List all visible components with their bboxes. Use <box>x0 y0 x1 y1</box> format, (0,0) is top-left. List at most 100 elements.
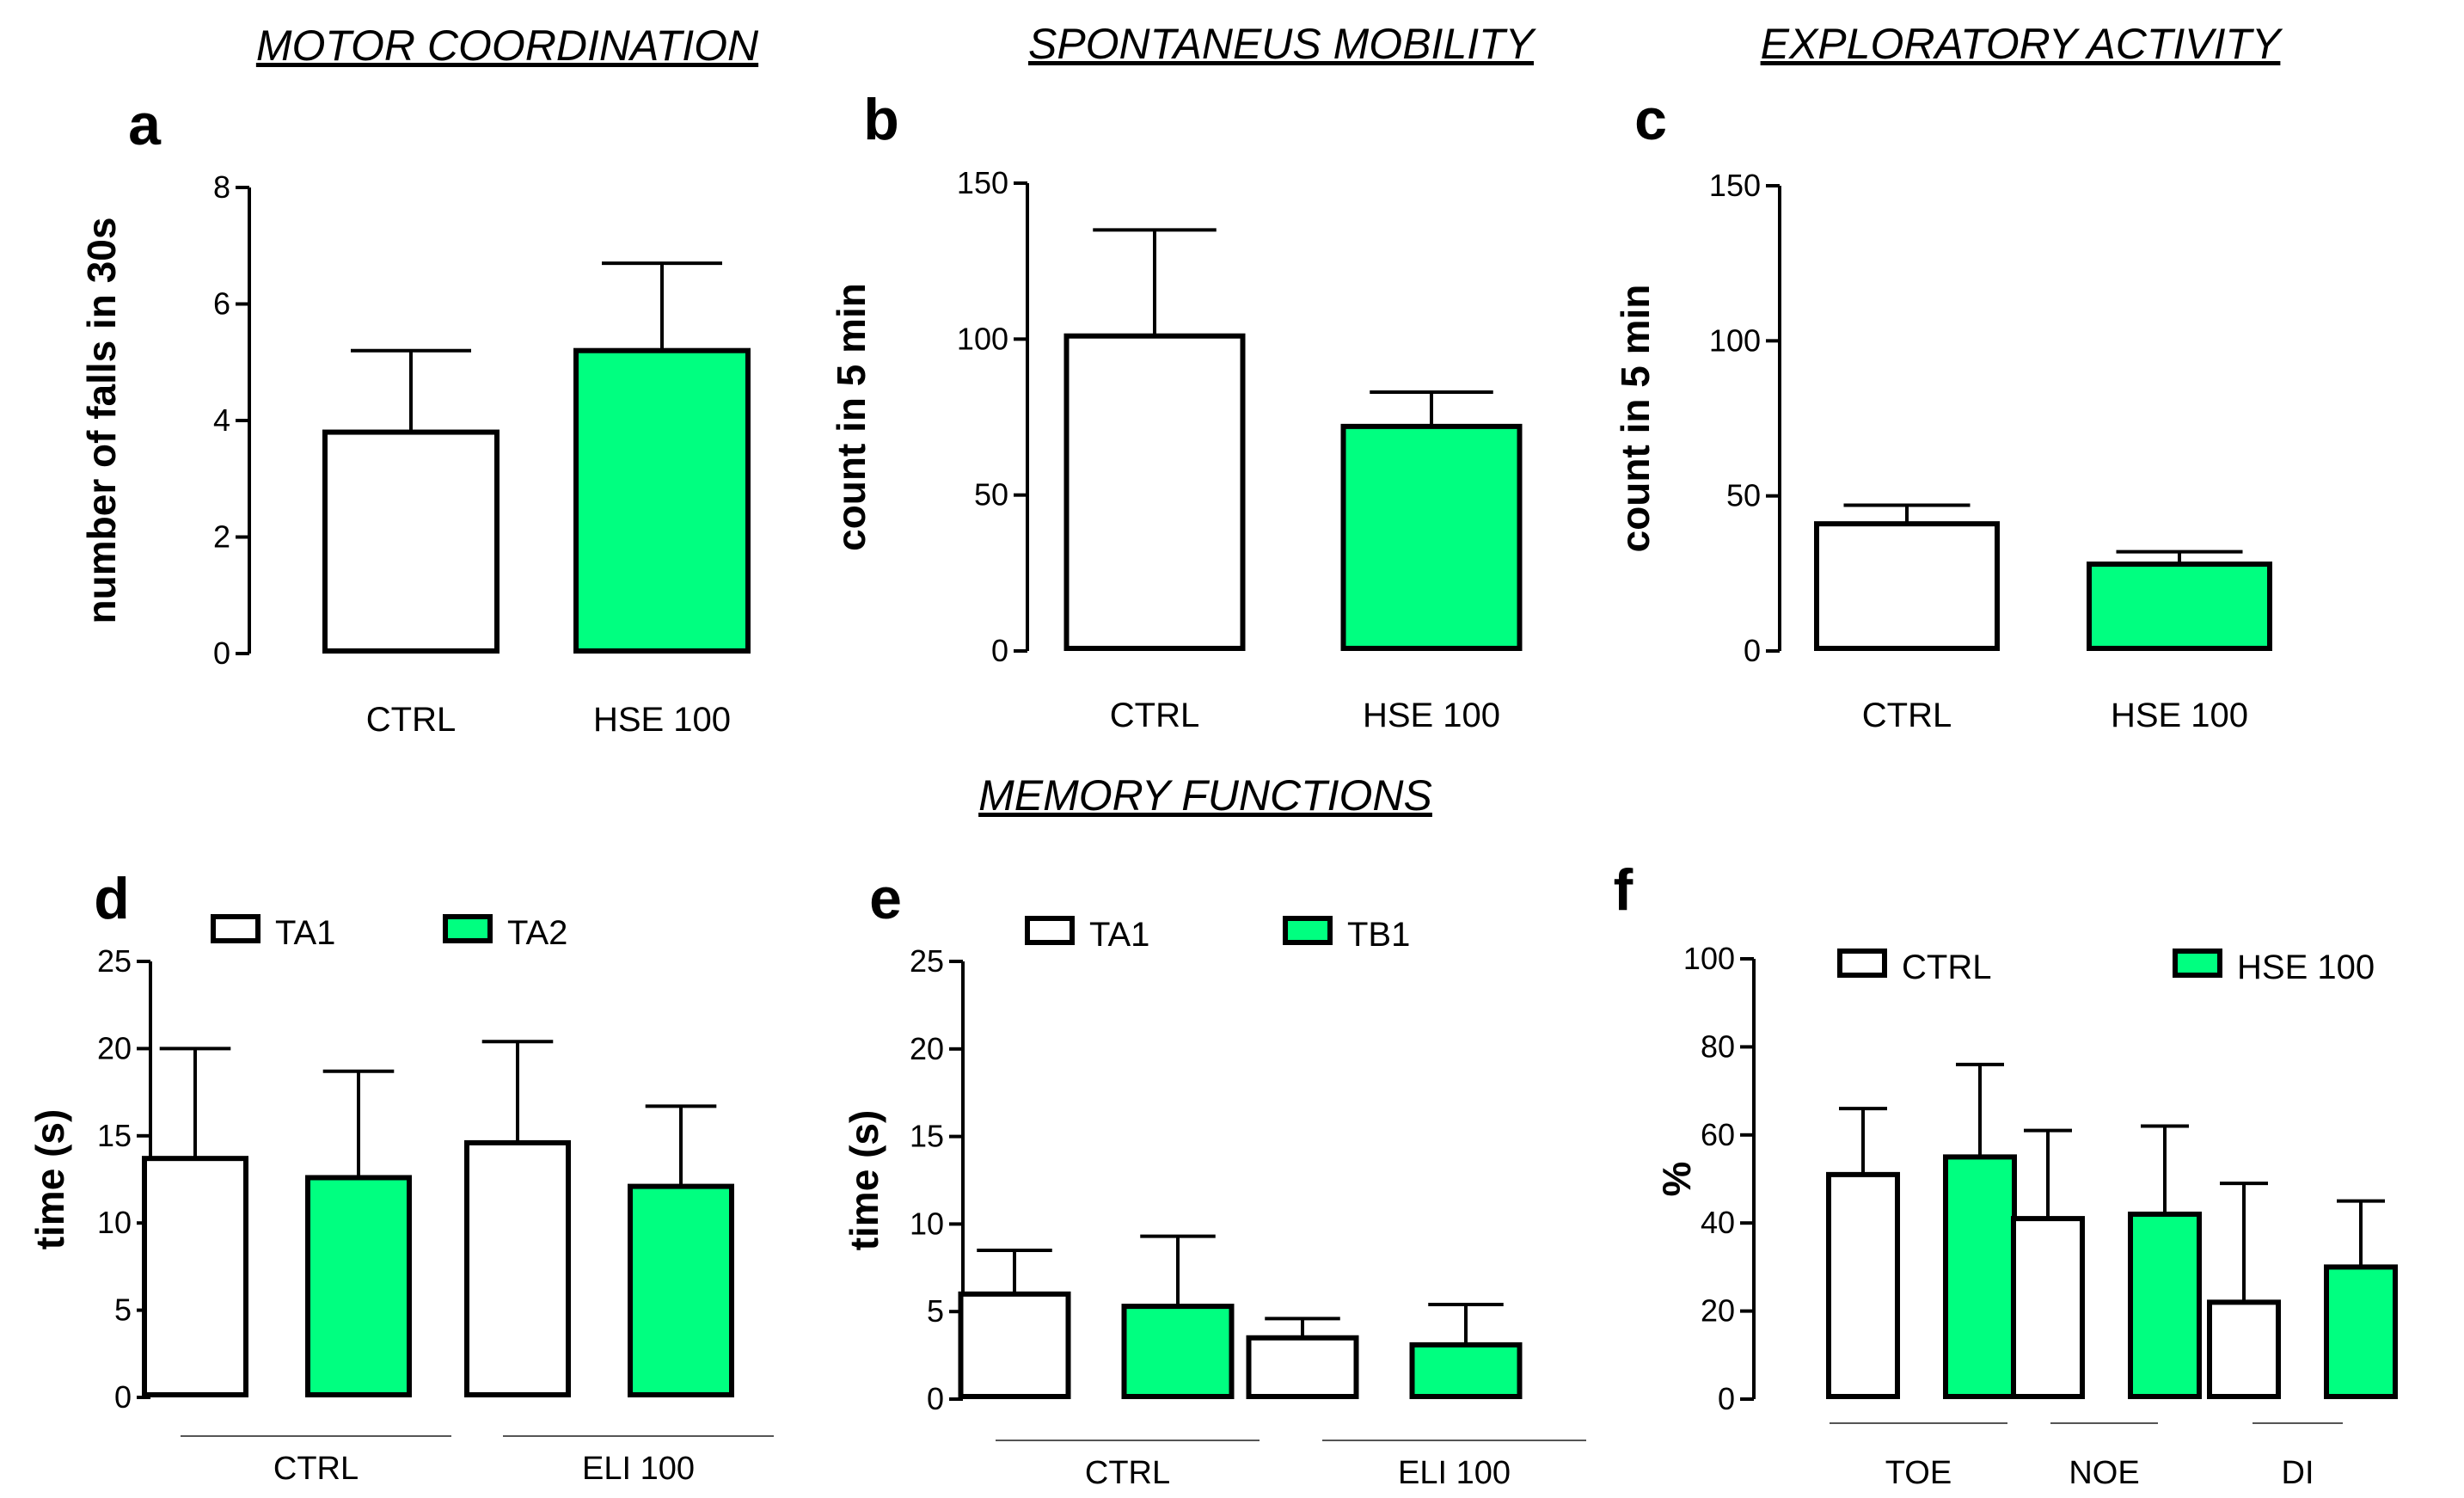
y-axis-label: count in 5 min <box>1613 285 1658 553</box>
bar <box>322 429 500 654</box>
section-title-motor: MOTOR COORDINATION <box>256 21 759 70</box>
y-tick-label: 10 <box>910 1206 944 1241</box>
y-tick-label: 20 <box>910 1031 944 1066</box>
legend: TA1 TA2 <box>211 914 567 952</box>
y-tick-label: 2 <box>213 519 230 555</box>
x-category-label: CTRL <box>1085 1455 1170 1491</box>
x-category-label: CTRL <box>273 1451 359 1487</box>
bar <box>2207 1299 2281 1399</box>
y-tick-label: 50 <box>1726 478 1761 513</box>
panel-letter: a <box>128 92 162 157</box>
legend-swatch <box>1283 916 1333 945</box>
bar <box>1814 521 2000 651</box>
legend-swatch <box>211 914 260 943</box>
bar <box>2087 562 2272 651</box>
y-tick-label: 8 <box>213 169 230 205</box>
y-tick-label: 100 <box>1709 322 1761 358</box>
x-category-label: CTRL <box>366 701 456 739</box>
bar <box>958 1291 1071 1399</box>
legend-label: CTRL <box>1902 949 1991 986</box>
y-tick-label: 60 <box>1701 1117 1735 1152</box>
y-tick-label: 80 <box>1701 1028 1735 1064</box>
legend-label: TA1 <box>275 914 335 952</box>
section-title-exploratory: EXPLORATORY ACTIVITY <box>1761 20 2283 68</box>
y-tick-label: 20 <box>1701 1293 1735 1329</box>
bar <box>464 1139 571 1397</box>
charts-container: a number of falls in 30s 0 2 4 6 8 CTRL HSE 100 b… <box>28 87 2398 1491</box>
bar <box>1943 1154 2017 1400</box>
panel-letter: c <box>1634 87 1667 152</box>
y-tick-label: 10 <box>97 1205 132 1240</box>
y-tick-label: 0 <box>991 633 1008 668</box>
y-tick-label: 25 <box>97 943 132 979</box>
bar <box>2011 1216 2085 1399</box>
legend-label: HSE 100 <box>2237 949 2375 986</box>
legend-label: TA1 <box>1089 916 1149 954</box>
bar <box>1121 1304 1235 1400</box>
y-axis-label: time (s) <box>28 1109 72 1250</box>
y-axis-label: count in 5 min <box>829 283 873 551</box>
y-axis-label: number of falls in 30s <box>79 218 124 624</box>
bar <box>2324 1264 2398 1400</box>
y-axis-label: time (s) <box>842 1110 886 1251</box>
y-tick-label: 0 <box>1744 633 1761 668</box>
y-tick-label: 15 <box>97 1118 132 1153</box>
y-axis-label: % <box>1654 1162 1699 1197</box>
y-tick-label: 0 <box>927 1381 944 1416</box>
bar <box>2128 1211 2202 1399</box>
x-category-label: TOE <box>1885 1455 1952 1491</box>
legend-swatch <box>1837 949 1887 978</box>
panel-letter: b <box>863 87 899 152</box>
bar <box>305 1175 412 1398</box>
y-tick-label: 150 <box>957 165 1008 200</box>
legend-swatch <box>443 914 493 943</box>
x-category-label: CTRL <box>1862 697 1952 734</box>
chart-d: d time (s) 0 5 10 15 20 25 CTRL ELI 100 TA1 TA2 <box>28 866 774 1487</box>
x-category-label: NOE <box>2069 1455 2139 1491</box>
x-category-label: ELI 100 <box>1398 1455 1511 1491</box>
legend-swatch <box>2173 949 2222 978</box>
bar <box>1063 333 1246 651</box>
y-tick-label: 4 <box>213 402 230 438</box>
y-tick-label: 6 <box>213 286 230 322</box>
y-tick-label: 0 <box>213 635 230 671</box>
y-tick-label: 100 <box>1683 941 1735 976</box>
y-tick-label: 0 <box>114 1379 132 1415</box>
legend: TA1 TB1 <box>1025 916 1410 954</box>
x-category-label: HSE 100 <box>1363 697 1500 734</box>
y-tick-label: 40 <box>1701 1205 1735 1240</box>
legend-swatch <box>1025 916 1075 945</box>
y-tick-label: 0 <box>1718 1381 1735 1416</box>
y-tick-label: 5 <box>114 1292 132 1328</box>
chart-b: b count in 5 min 0 50 100 150 CTRL HSE 100 <box>829 87 1523 734</box>
chart-e: e time (s) 0 5 10 15 20 25 CTRL ELI 100 TA1 TB1 <box>842 866 1586 1491</box>
legend-label: TA2 <box>507 914 567 952</box>
chart-c: c count in 5 min 0 50 100 150 CTRL HSE 100 <box>1613 87 2272 734</box>
chart-a: a number of falls in 30s 0 2 4 6 8 CTRL HSE 100 <box>79 92 751 739</box>
x-category-label: HSE 100 <box>2111 697 2248 734</box>
legend-label: TB1 <box>1347 916 1410 954</box>
y-tick-label: 100 <box>957 321 1008 356</box>
panel-letter: d <box>94 866 130 931</box>
bar <box>1340 423 1523 651</box>
y-tick-label: 5 <box>927 1293 944 1329</box>
bar <box>1246 1335 1359 1399</box>
bar <box>573 347 751 654</box>
bar <box>1409 1341 1523 1400</box>
x-category-label: CTRL <box>1110 697 1199 734</box>
y-tick-label: 20 <box>97 1030 132 1065</box>
bar <box>1826 1171 1900 1399</box>
panel-letter: e <box>869 866 902 931</box>
x-category-label: DI <box>2282 1455 2314 1491</box>
section-title-spontaneous: SPONTANEUS MOBILITY <box>1028 20 1537 68</box>
bar <box>628 1183 734 1398</box>
bar <box>142 1156 248 1397</box>
panel-letter: f <box>1614 857 1633 923</box>
y-tick-label: 15 <box>910 1119 944 1154</box>
chart-f: f% 0 20 40 60 80 100 TOE NOE DI CTRL HSE 100 <box>1614 857 2398 1491</box>
y-tick-label: 25 <box>910 943 944 979</box>
y-tick-label: 150 <box>1709 168 1761 203</box>
x-category-label: ELI 100 <box>582 1451 695 1487</box>
section-title-memory: MEMORY FUNCTIONS <box>978 771 1432 820</box>
